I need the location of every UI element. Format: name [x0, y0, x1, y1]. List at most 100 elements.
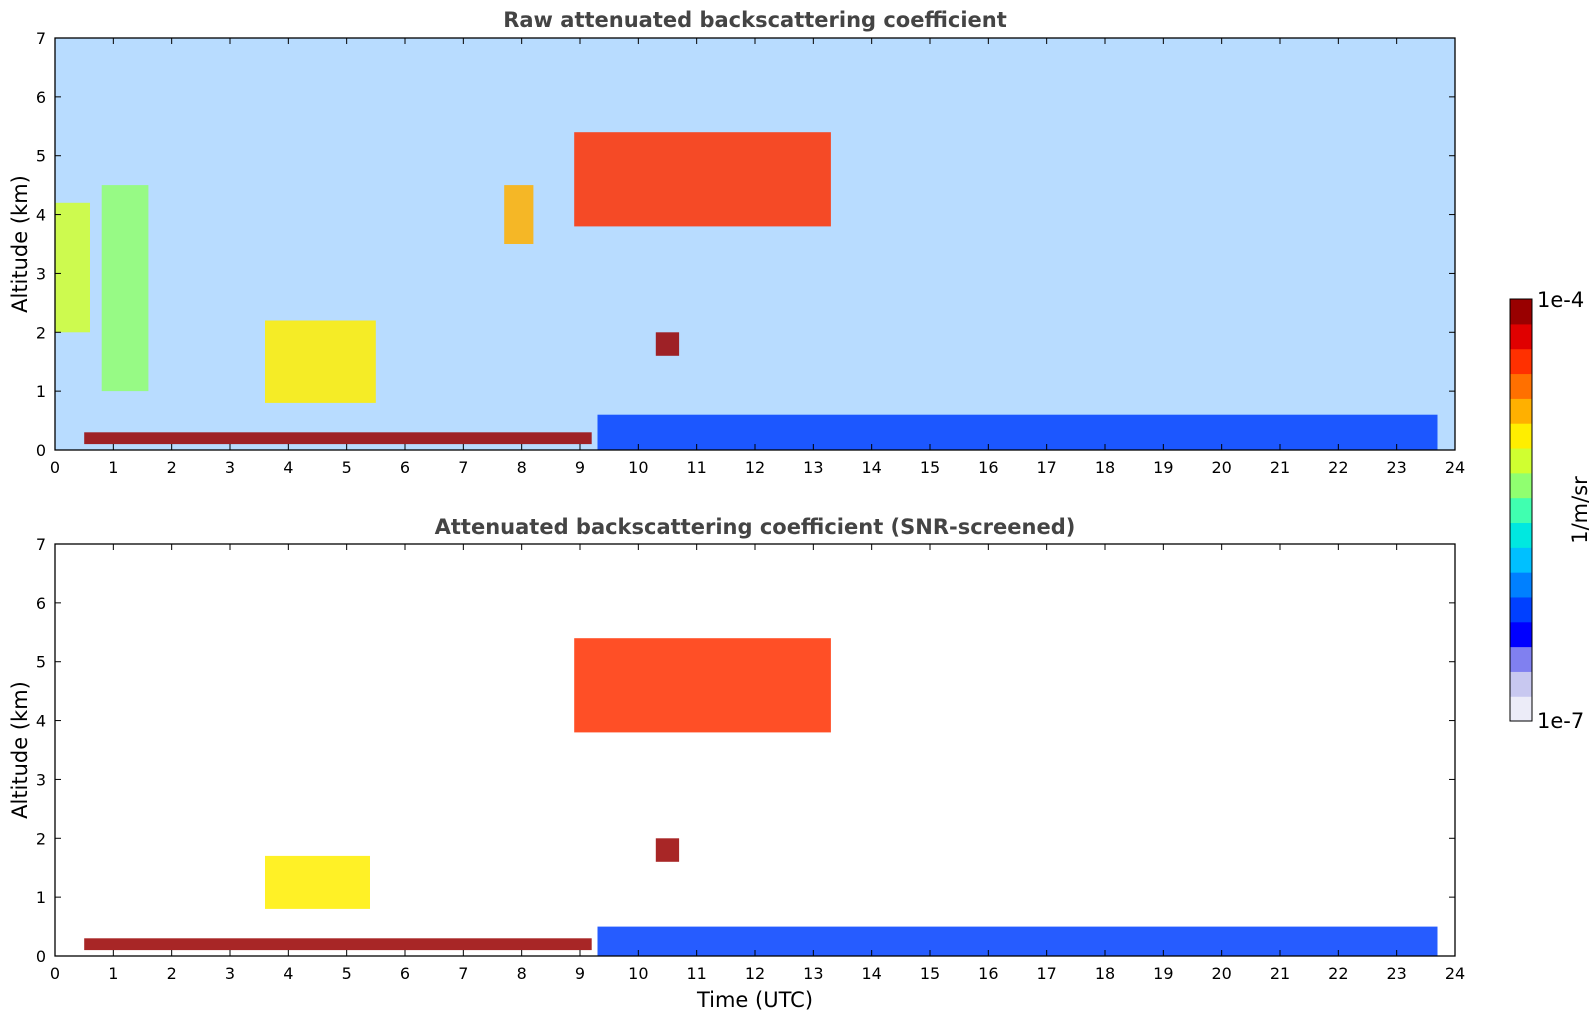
colorbar-swatch: [1510, 522, 1532, 548]
x-tick-label: 13: [803, 458, 823, 477]
x-tick-label: 18: [1095, 964, 1115, 983]
heatmap-region: [574, 638, 831, 733]
x-tick-label: 2: [167, 458, 177, 477]
y-axis-ticks: 0 1 2 3 4 5 6 7: [36, 535, 1455, 966]
x-tick-label: 9: [575, 458, 585, 477]
x-tick-label: 6: [400, 964, 410, 983]
y-tick-label: 5: [36, 653, 46, 672]
x-tick-label: 10: [628, 964, 648, 983]
x-tick-label: 3: [225, 458, 235, 477]
heatmap-area: [55, 38, 1455, 450]
x-tick-label: 0: [50, 458, 60, 477]
x-tick-label: 7: [458, 964, 468, 983]
y-tick-label: 2: [36, 323, 46, 342]
x-tick-label: 11: [686, 964, 706, 983]
snr-screened-panel: Attenuated backscattering coefficient (S…: [8, 515, 1465, 1012]
y-tick-label: 1: [36, 382, 46, 401]
x-tick-label: 21: [1270, 458, 1290, 477]
x-tick-label: 13: [803, 964, 823, 983]
x-tick-label: 6: [400, 458, 410, 477]
colorbar-swatch: [1510, 447, 1532, 474]
x-tick-label: 23: [1386, 964, 1406, 983]
x-tick-label: 16: [978, 964, 998, 983]
x-tick-label: 23: [1386, 458, 1406, 477]
y-tick-label: 3: [36, 770, 46, 789]
x-tick-label: 17: [1036, 458, 1056, 477]
panel-title: Attenuated backscattering coefficient (S…: [435, 515, 1076, 539]
x-tick-label: 9: [575, 964, 585, 983]
x-tick-label: 11: [686, 458, 706, 477]
colorbar-swatch: [1510, 671, 1532, 697]
heatmap-region: [84, 432, 592, 445]
x-tick-label: 20: [1211, 964, 1231, 983]
heatmap-region: [655, 838, 680, 862]
x-tick-label: 8: [517, 458, 527, 477]
colorbar-frame: [1509, 298, 1533, 722]
colorbar-swatch: [1510, 572, 1532, 598]
x-tick-label: 24: [1445, 458, 1465, 477]
heatmap-region: [265, 320, 376, 403]
y-tick-label: 7: [36, 29, 46, 48]
x-tick-label: 7: [458, 458, 468, 477]
colorbar-swatch: [1510, 497, 1532, 524]
heatmap-region: [265, 855, 370, 909]
heatmap-region: [597, 926, 1438, 956]
colorbar-swatch: [1510, 472, 1532, 499]
colorbar-max-label: 1e-4: [1537, 288, 1584, 312]
heatmap-region: [597, 414, 1438, 450]
colorbar-swatch: [1510, 423, 1532, 449]
x-tick-label: 15: [920, 458, 940, 477]
x-tick-label: 8: [517, 964, 527, 983]
y-tick-label: 2: [36, 829, 46, 848]
y-tick-label: 6: [36, 88, 46, 107]
x-tick-label: 20: [1211, 458, 1231, 477]
colorbar-gradient: [1510, 299, 1532, 722]
x-tick-label: 5: [342, 964, 352, 983]
x-tick-label: 21: [1270, 964, 1290, 983]
colorbar-swatch: [1510, 398, 1532, 424]
x-tick-label: 4: [283, 964, 293, 983]
x-tick-label: 14: [861, 458, 881, 477]
x-tick-label: 22: [1328, 964, 1348, 983]
x-tick-label: 14: [861, 964, 881, 983]
x-tick-label: 12: [745, 964, 765, 983]
y-tick-label: 1: [36, 888, 46, 907]
colorbar-swatch: [1510, 373, 1532, 399]
colorbar-swatch: [1510, 696, 1532, 722]
x-tick-label: 17: [1036, 964, 1056, 983]
heatmap-region: [574, 132, 831, 227]
colorbar-swatch: [1510, 323, 1532, 350]
x-tick-label: 5: [342, 458, 352, 477]
heatmap-region: [55, 202, 90, 333]
heatmap-area: [84, 638, 1438, 956]
heatmap-region: [655, 332, 680, 356]
heatmap-region: [84, 938, 592, 951]
colorbar-swatch: [1510, 646, 1532, 672]
x-tick-label: 3: [225, 964, 235, 983]
y-tick-label: 0: [36, 947, 46, 966]
panel-title: Raw attenuated backscattering coefficien…: [503, 8, 1007, 32]
y-tick-label: 0: [36, 441, 46, 460]
colorbar-swatch: [1510, 547, 1532, 573]
y-tick-label: 4: [36, 712, 46, 731]
x-tick-label: 16: [978, 458, 998, 477]
y-axis-label: Altitude (km): [8, 175, 32, 313]
x-tick-label: 4: [283, 458, 293, 477]
colorbar-min-label: 1e-7: [1537, 709, 1584, 733]
x-tick-label: 10: [628, 458, 648, 477]
x-axis-ticks: 0 1 2 3 4 5 6 7 8 9 10 11 12 13 14 15 16 17 18 19 20 21 22 23 24: [50, 38, 1465, 477]
x-tick-label: 24: [1445, 964, 1465, 983]
y-tick-label: 5: [36, 147, 46, 166]
heatmap-region: [101, 185, 149, 392]
x-tick-label: 12: [745, 458, 765, 477]
y-tick-label: 6: [36, 594, 46, 613]
y-tick-label: 7: [36, 535, 46, 554]
colorbar-swatch: [1510, 299, 1532, 325]
colorbar-unit-label: 1/m/sr: [1568, 476, 1592, 544]
x-tick-label: 0: [50, 964, 60, 983]
x-tick-label: 2: [167, 964, 177, 983]
x-tick-label: 22: [1328, 458, 1348, 477]
y-tick-label: 4: [36, 206, 46, 225]
x-tick-label: 15: [920, 964, 940, 983]
